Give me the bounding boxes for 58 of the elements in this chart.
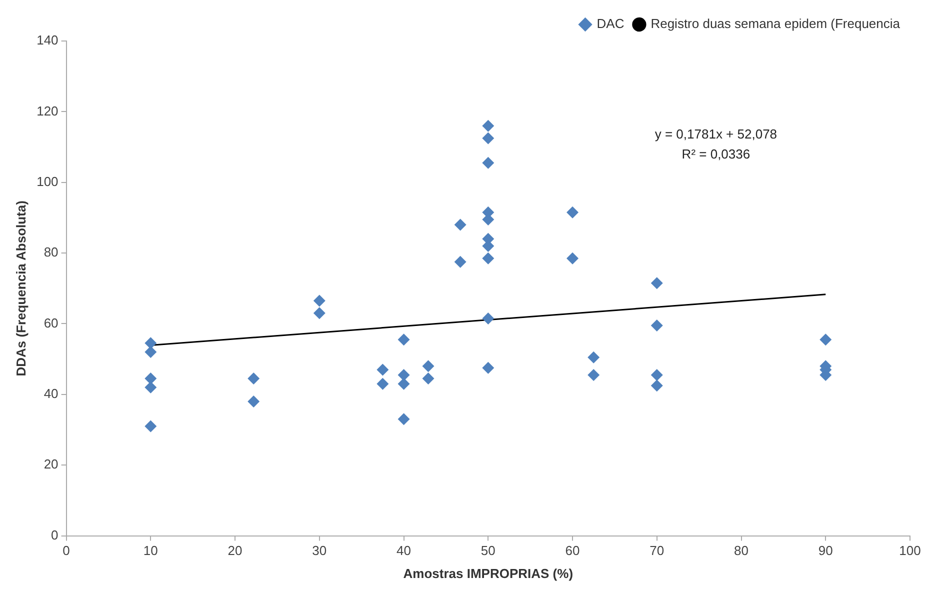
x-tick-label: 0 (62, 543, 70, 558)
y-tick-label: 20 (44, 456, 58, 472)
point (482, 156, 494, 169)
annotation: y = 0,1781x + 52,078 (654, 126, 778, 142)
point (566, 252, 579, 264)
point (398, 334, 410, 346)
point (482, 132, 494, 144)
x-tick-label: 60 (565, 543, 580, 558)
point (566, 206, 579, 218)
point (144, 337, 157, 350)
x-tick-label: 10 (143, 543, 158, 558)
x-axis-title: Amostras IMPROPRIAS (%) (403, 566, 574, 581)
x-tick-label: 90 (818, 543, 833, 558)
point (482, 120, 494, 132)
annotation: R² = 0,0336 (682, 146, 750, 162)
y-tick-label: 80 (44, 244, 58, 260)
point (398, 378, 410, 390)
point (820, 334, 832, 346)
point (144, 346, 157, 358)
y-tick-label: 120 (36, 103, 58, 118)
point (313, 294, 326, 307)
y-tick-label: 60 (44, 315, 58, 330)
point (376, 364, 389, 376)
point (650, 277, 663, 290)
point (482, 312, 494, 324)
legend-label: Registro duas semana epidem (Frequencia (650, 16, 901, 32)
y-axis-title: DDAs (Frequencia Absoluta) (13, 200, 28, 376)
point (248, 395, 260, 408)
x-tick-label: 80 (734, 543, 748, 558)
point (482, 252, 494, 264)
x-tick-label: 100 (899, 543, 921, 558)
point (454, 256, 466, 268)
point (588, 351, 600, 364)
point (398, 368, 410, 381)
y-tick-label: 100 (36, 174, 58, 189)
point (144, 381, 157, 394)
x-tick-label: 40 (396, 543, 412, 558)
point (248, 372, 260, 385)
point (313, 307, 326, 320)
point (422, 372, 434, 385)
point (650, 320, 663, 332)
legend-label: DAC (596, 16, 624, 32)
y-tick-label: 0 (51, 527, 58, 542)
point (376, 378, 389, 390)
point (650, 380, 663, 392)
point (588, 368, 600, 381)
point (650, 368, 663, 381)
x-tick-label: 70 (650, 543, 664, 558)
y-tick-label: 140 (36, 32, 58, 48)
x-tick-label: 50 (480, 543, 496, 558)
point (482, 362, 494, 374)
point (398, 413, 410, 426)
point (422, 360, 434, 372)
x-tick-label: 30 (312, 543, 327, 558)
x-tick-label: 20 (228, 543, 242, 558)
point (454, 218, 466, 231)
y-tick-label: 40 (44, 386, 58, 402)
point (144, 420, 157, 432)
